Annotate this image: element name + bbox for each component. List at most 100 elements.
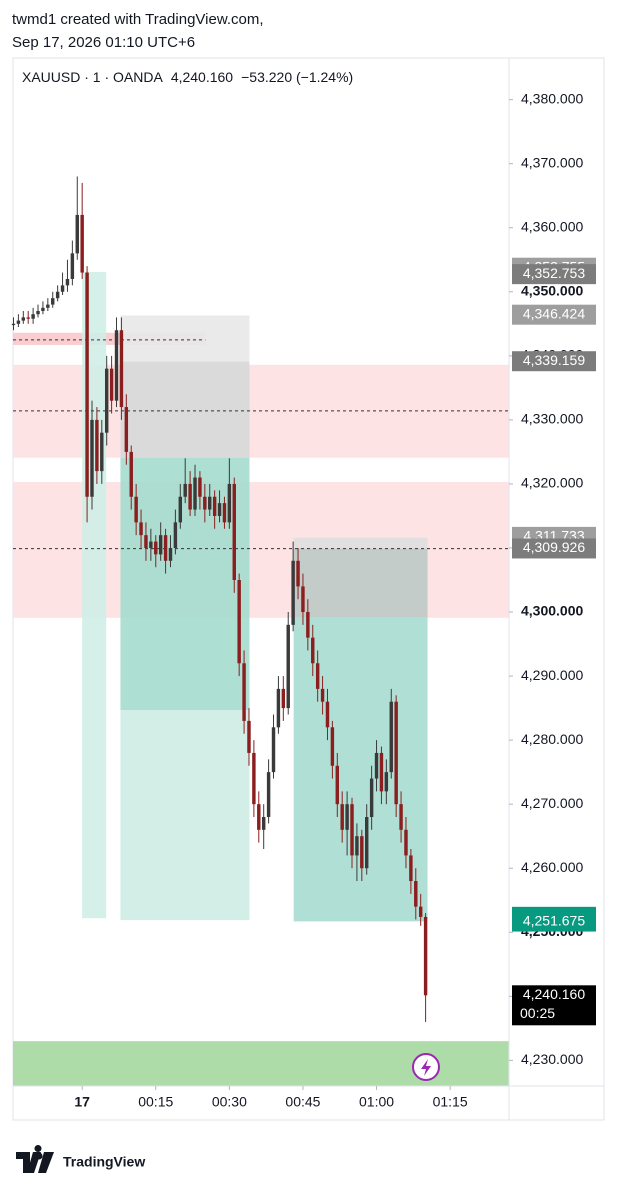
candle-body: [21, 317, 26, 321]
candle-body: [203, 496, 207, 510]
candle-body: [60, 285, 65, 292]
price-label: 4,251.675: [523, 912, 585, 928]
candle-body: [242, 663, 246, 721]
candle-body: [301, 586, 305, 613]
logo: TradingView: [16, 1145, 145, 1173]
price-label-box: [512, 264, 596, 285]
price-label-box: [512, 351, 596, 372]
candle-body: [41, 307, 45, 311]
candle-body: [291, 560, 295, 625]
candle-body: [65, 278, 70, 286]
candle-body: [247, 720, 251, 753]
x-tick-label: 17: [74, 1094, 90, 1110]
candle-body: [114, 330, 119, 401]
y-tick-label: 4,230.000: [521, 1051, 583, 1067]
candle-body: [409, 855, 413, 882]
candle-body: [232, 483, 236, 581]
candle-body: [276, 688, 281, 728]
candle-body: [144, 535, 148, 548]
candle-body: [261, 816, 266, 830]
axes: 4,230.0004,240.0004,250.0004,260.0004,27…: [74, 90, 596, 1110]
candle-body: [100, 432, 104, 472]
candle-body: [183, 483, 187, 497]
alert-bolt: [421, 1059, 431, 1076]
last-price: 4,240.160: [171, 69, 233, 85]
x-tick-label: 01:00: [359, 1094, 394, 1110]
candle-body: [355, 836, 359, 856]
candle-body: [124, 407, 129, 452]
candle-body: [75, 214, 79, 254]
price-label-box: [512, 538, 596, 559]
y-tick-label: 4,370.000: [521, 154, 583, 170]
zone: [293, 617, 428, 922]
symbol: XAUUSD · 1 · OANDA: [22, 69, 163, 85]
candle-body: [11, 323, 16, 326]
candle-body: [350, 804, 354, 856]
candle-body: [306, 612, 310, 638]
x-tick-label: 00:30: [212, 1094, 247, 1110]
y-tick-label: 4,270.000: [521, 795, 583, 811]
candle-body: [271, 727, 276, 773]
candle-body: [389, 701, 393, 773]
y-tick-label: 4,280.000: [521, 731, 583, 747]
candle-body: [90, 419, 94, 497]
candle-body: [70, 253, 75, 279]
candle-body: [379, 752, 384, 792]
candle-body: [109, 368, 114, 401]
candle-body: [345, 804, 349, 830]
candle-body: [365, 816, 369, 869]
y-tick-label: 4,290.000: [521, 667, 583, 683]
candle-body: [237, 580, 241, 664]
candle-body: [46, 304, 50, 308]
candle-body: [16, 320, 21, 324]
change: −53.220 (−1.24%): [241, 69, 353, 85]
candle-body: [158, 535, 163, 555]
price-label: 4,352.753: [523, 265, 585, 281]
y-tick-label: 4,260.000: [521, 859, 583, 875]
candle-body: [325, 701, 330, 728]
candle-body: [188, 483, 192, 510]
countdown: 00:25: [520, 1005, 555, 1021]
candle-body: [208, 496, 212, 510]
candle-body: [193, 477, 197, 510]
zone: [120, 315, 250, 362]
candle-body: [320, 688, 325, 702]
candle-body: [394, 701, 398, 805]
candle-body: [149, 541, 153, 548]
x-tick-label: 01:15: [433, 1094, 468, 1110]
candle-body: [222, 503, 227, 523]
candle-body: [178, 496, 183, 523]
zone: [293, 548, 428, 618]
x-tick-label: 00:45: [285, 1094, 320, 1110]
y-tick-label: 4,300.000: [521, 603, 583, 619]
price-label: 4,346.424: [523, 305, 585, 321]
candle-body: [129, 451, 133, 497]
candle-body: [374, 752, 379, 779]
candle-body: [423, 916, 428, 996]
candle-body: [296, 560, 300, 587]
candle-body: [198, 477, 202, 497]
candle-body: [418, 906, 423, 917]
candle-body: [335, 765, 340, 805]
logo-text: TradingView: [63, 1154, 145, 1170]
candle-body: [217, 503, 222, 516]
legend: XAUUSD · 1 · OANDA 4,240.160 −53.220 (−1.2…: [22, 69, 353, 85]
candle-body: [55, 291, 60, 299]
candle-body: [384, 772, 389, 792]
candle-body: [163, 535, 168, 561]
candle-body: [266, 772, 271, 817]
candle-body: [104, 368, 109, 433]
candle-body: [139, 522, 143, 536]
candle-body: [286, 624, 290, 709]
y-tick-label: 4,380.000: [521, 90, 583, 106]
candle-body: [26, 317, 30, 319]
y-tick-label: 4,350.000: [521, 282, 583, 298]
candle-body: [212, 496, 217, 516]
y-tick-label: 4,360.000: [521, 218, 583, 234]
candle-body: [360, 836, 364, 869]
price-label-box: [512, 304, 596, 325]
candle-body: [315, 663, 320, 689]
candle-body: [85, 272, 89, 497]
last-price-label: 4,240.160: [523, 986, 585, 1002]
